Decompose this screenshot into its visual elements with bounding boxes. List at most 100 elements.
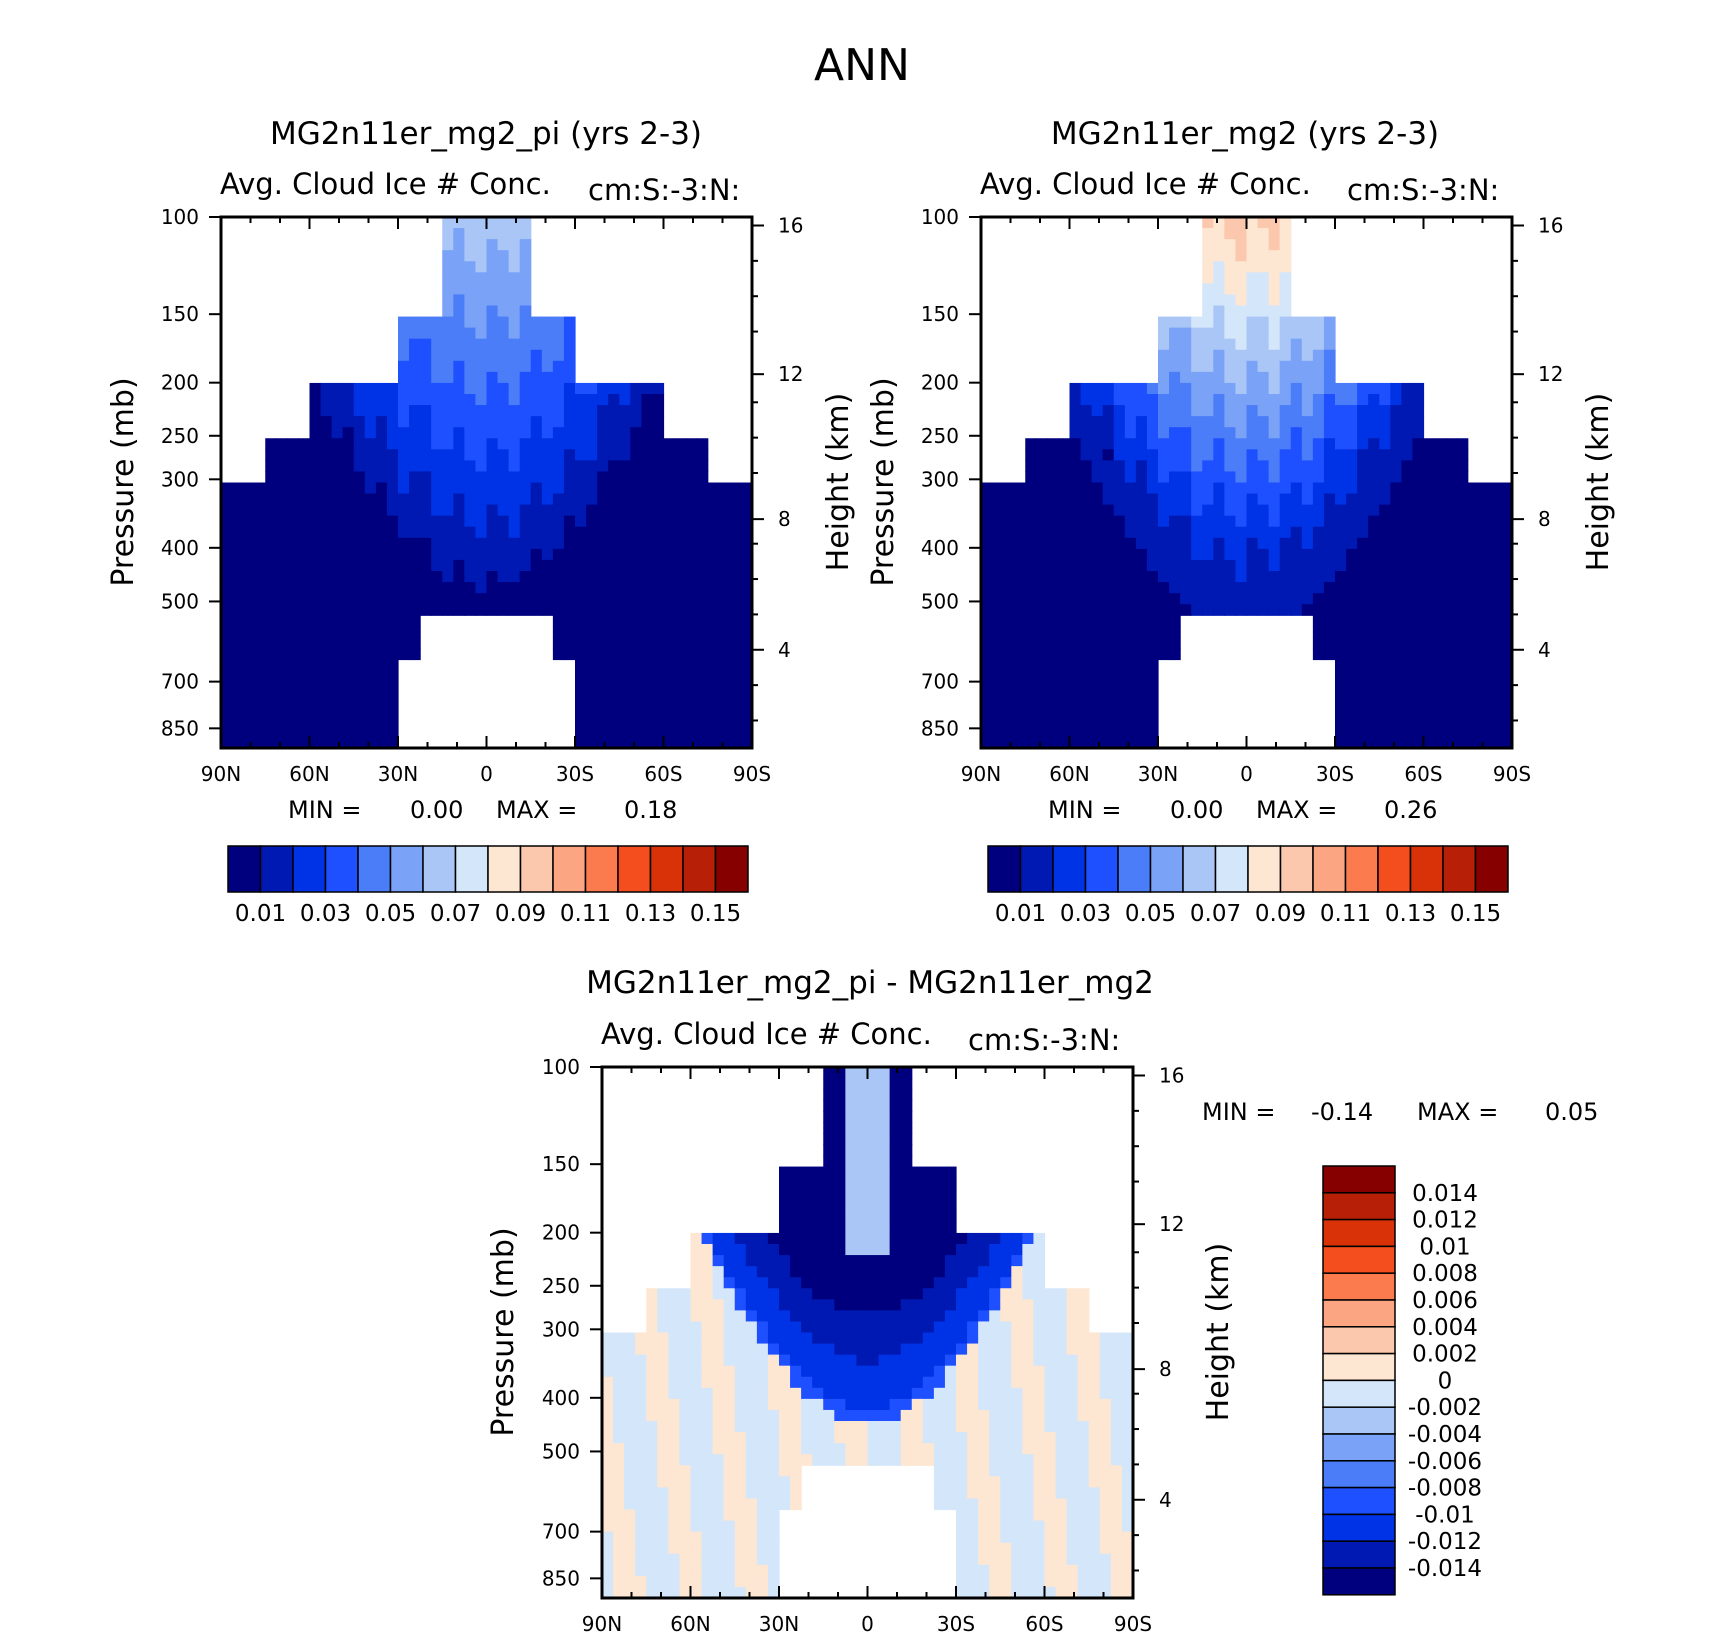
contour-cell <box>1113 637 1126 650</box>
contour-cell <box>1113 504 1126 517</box>
contour-cell <box>1011 1476 1023 1488</box>
contour-cell <box>508 239 521 251</box>
contour-cell <box>1202 327 1214 340</box>
contour-cell <box>624 1398 636 1411</box>
contour-cell <box>823 1111 835 1123</box>
contour-cell <box>889 1354 902 1367</box>
contour-cell <box>1169 360 1181 373</box>
contour-cell <box>1346 736 1358 749</box>
contour-cell <box>1434 648 1447 661</box>
contour-cell <box>1390 582 1402 594</box>
contour-cell <box>602 1387 614 1400</box>
contour-cell <box>530 559 543 572</box>
contour-cell <box>1467 593 1480 605</box>
contour-cell <box>1011 1454 1023 1466</box>
contour-cell <box>834 1221 846 1234</box>
contour-cell <box>442 316 454 329</box>
contour-cell <box>635 1476 647 1488</box>
contour-cell <box>900 1376 913 1389</box>
right-tick-label: 12 <box>1538 362 1563 386</box>
contour-cell <box>1058 725 1071 738</box>
contour-cell <box>889 1133 902 1146</box>
contour-cell <box>486 416 499 428</box>
contour-cell <box>801 1210 813 1223</box>
contour-cell <box>1401 405 1414 417</box>
contour-cell <box>586 736 598 749</box>
contour-cell <box>298 449 311 461</box>
contour-cell <box>1489 725 1502 738</box>
contour-cell <box>933 1277 946 1289</box>
contour-cell <box>1055 1310 1068 1323</box>
contour-cell <box>453 394 465 406</box>
contour-cell <box>409 626 421 638</box>
contour-cell <box>1158 571 1170 583</box>
contour-cell <box>1047 482 1060 495</box>
contour-cell <box>767 1421 780 1433</box>
contour-cell <box>386 394 399 406</box>
contour-cell <box>1312 615 1325 627</box>
contour-cell <box>652 537 665 550</box>
contour-cell <box>867 1144 880 1157</box>
contour-cell <box>674 449 687 461</box>
contour-cell <box>1301 460 1314 473</box>
contour-cell <box>1390 703 1402 716</box>
contour-cell <box>889 1188 902 1201</box>
contour-cell <box>823 1221 835 1234</box>
contour-cell <box>1456 571 1469 583</box>
contour-cell <box>331 548 344 561</box>
x-tick-label: 90S <box>1493 762 1531 786</box>
contour-cell <box>956 1443 968 1455</box>
contour-cell <box>486 526 499 539</box>
contour-cell <box>834 1421 846 1433</box>
contour-cell <box>353 559 366 572</box>
contour-cell <box>1069 504 1082 517</box>
colorbar-swatch <box>1214 845 1249 893</box>
contour-cell <box>989 1255 1001 1267</box>
contour-cell <box>1033 1476 1046 1488</box>
contour-cell <box>767 1376 780 1389</box>
contour-cell <box>1146 394 1159 406</box>
contour-cell <box>575 471 587 484</box>
contour-cell <box>978 1321 990 1334</box>
contour-cell <box>646 1575 658 1588</box>
contour-cell <box>265 736 277 749</box>
contour-cell <box>1077 1531 1090 1544</box>
contour-cell <box>630 460 642 473</box>
contour-cell <box>475 327 488 340</box>
contour-cell <box>331 460 344 473</box>
contour-cell <box>856 1310 869 1323</box>
contour-cell <box>287 482 300 495</box>
contour-cell <box>696 515 709 528</box>
contour-cell <box>420 382 432 395</box>
contour-cell <box>1335 438 1347 450</box>
contour-cell <box>1003 703 1015 716</box>
contour-cell <box>729 526 742 539</box>
contour-cell <box>1412 648 1425 661</box>
contour-cell <box>265 582 277 594</box>
contour-cell <box>663 593 676 605</box>
contour-cell <box>442 338 454 351</box>
contour-cell <box>575 681 587 694</box>
contour-cell <box>1003 504 1015 517</box>
contour-cell <box>1390 493 1402 506</box>
contour-cell <box>801 1299 813 1311</box>
contour-cell <box>992 725 1004 738</box>
contour-cell <box>1080 571 1093 583</box>
contour-cell <box>652 604 665 616</box>
colorbar-label: 0.004 <box>1412 1315 1478 1341</box>
contour-cell <box>1423 670 1436 683</box>
contour-cell <box>1368 559 1380 572</box>
contour-cell <box>1113 482 1126 495</box>
contour-cell <box>933 1199 946 1212</box>
contour-cell <box>475 239 488 251</box>
contour-cell <box>1456 604 1469 616</box>
contour-cell <box>1091 438 1104 450</box>
contour-cell <box>1257 382 1270 395</box>
contour-cell <box>1180 537 1192 550</box>
contour-cell <box>1268 360 1281 373</box>
contour-cell <box>856 1188 869 1201</box>
contour-cell <box>790 1332 802 1345</box>
contour-cell <box>1390 725 1402 738</box>
contour-cell <box>386 593 399 605</box>
contour-cell <box>1025 692 1037 705</box>
